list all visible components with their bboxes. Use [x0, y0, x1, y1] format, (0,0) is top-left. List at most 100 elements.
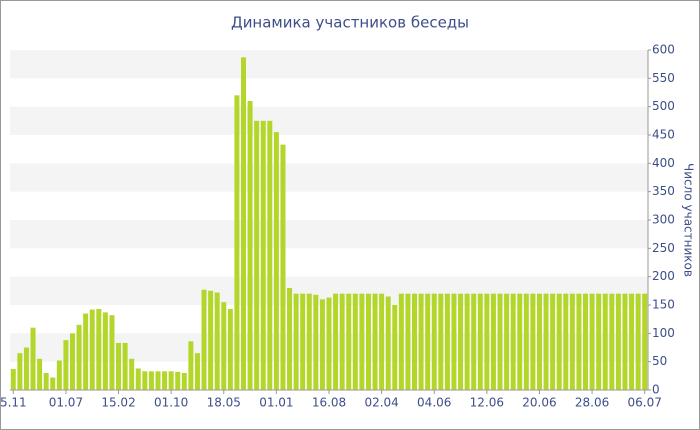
- x-tick-label: 06.07: [628, 396, 662, 410]
- bar: [135, 368, 141, 390]
- y-tick-label: 400: [652, 156, 675, 170]
- bar: [458, 293, 464, 390]
- bar: [444, 293, 450, 390]
- bar: [543, 293, 549, 390]
- bar: [556, 293, 562, 390]
- bar: [609, 293, 615, 390]
- bar: [122, 342, 128, 390]
- bar: [109, 315, 115, 390]
- bar: [359, 293, 365, 390]
- bar: [43, 373, 49, 390]
- y-tick-label: 150: [652, 298, 675, 312]
- x-tick-label: 04.06: [417, 396, 451, 410]
- bar: [148, 371, 154, 390]
- y-tick-label: 100: [652, 326, 675, 340]
- y-tick-label: 600: [652, 43, 675, 57]
- bar: [76, 324, 82, 390]
- bar: [379, 293, 385, 390]
- bar: [392, 305, 398, 390]
- bar: [333, 293, 339, 390]
- y-tick-label: 250: [652, 241, 675, 255]
- bar: [550, 293, 556, 390]
- bar: [510, 293, 516, 390]
- bar: [405, 293, 411, 390]
- y-tick-label: 550: [652, 71, 675, 85]
- bar: [56, 360, 62, 390]
- bar: [168, 371, 174, 390]
- bar: [273, 132, 279, 390]
- bar: [602, 293, 608, 390]
- bar: [234, 95, 240, 390]
- bar: [425, 293, 431, 390]
- bar: [385, 296, 391, 390]
- bar: [563, 293, 569, 390]
- bar: [490, 293, 496, 390]
- y-tick-label: 500: [652, 99, 675, 113]
- bar: [83, 313, 89, 390]
- bar: [523, 293, 529, 390]
- bar: [635, 293, 641, 390]
- bar: [227, 308, 233, 390]
- bar: [175, 371, 181, 390]
- y-tick-label: 0: [652, 383, 660, 397]
- bar: [451, 293, 457, 390]
- bar: [129, 358, 135, 390]
- bar: [504, 293, 510, 390]
- x-tick-label: 01.07: [49, 396, 83, 410]
- bar: [102, 312, 108, 390]
- bar: [418, 293, 424, 390]
- bar: [201, 289, 207, 390]
- bar: [398, 293, 404, 390]
- x-tick-label: 12.06: [470, 396, 504, 410]
- bar: [536, 293, 542, 390]
- bar: [280, 144, 286, 390]
- bar: [431, 293, 437, 390]
- bar: [306, 293, 312, 390]
- bar: [517, 293, 523, 390]
- x-tick-label: 15.02: [101, 396, 135, 410]
- bar: [267, 120, 273, 390]
- bar: [221, 302, 227, 390]
- y-tick-label: 300: [652, 213, 675, 227]
- bar: [188, 341, 194, 390]
- bar: [162, 371, 168, 390]
- bar: [326, 297, 332, 390]
- bar: [530, 293, 536, 390]
- bar: [293, 293, 299, 390]
- y-tick-label: 350: [652, 184, 675, 198]
- bar: [287, 288, 293, 390]
- bar: [365, 293, 371, 390]
- bar: [589, 293, 595, 390]
- bar: [214, 292, 220, 390]
- bar: [412, 293, 418, 390]
- bar: [629, 293, 635, 390]
- bar: [17, 353, 23, 390]
- bar: [319, 299, 325, 390]
- bar: [484, 293, 490, 390]
- y-tick-label: 200: [652, 269, 675, 283]
- bar: [583, 293, 589, 390]
- bar: [254, 120, 260, 390]
- bar: [116, 342, 122, 390]
- x-tick-label: 5.11: [0, 396, 27, 410]
- bar: [576, 293, 582, 390]
- bar: [142, 371, 148, 390]
- bar: [596, 293, 602, 390]
- bar: [569, 293, 575, 390]
- bar: [642, 293, 648, 390]
- bar: [194, 353, 200, 390]
- bar: [208, 290, 214, 390]
- bar: [30, 327, 36, 390]
- bar: [497, 293, 503, 390]
- x-tick-label: 01.10: [154, 396, 188, 410]
- bar: [477, 293, 483, 390]
- bar: [23, 347, 29, 390]
- bar: [63, 340, 69, 390]
- bar: [339, 293, 345, 390]
- bar: [89, 309, 95, 390]
- grid-band: [10, 220, 648, 249]
- bar: [10, 369, 16, 390]
- y-tick-label: 50: [652, 354, 667, 368]
- bar: [247, 101, 253, 390]
